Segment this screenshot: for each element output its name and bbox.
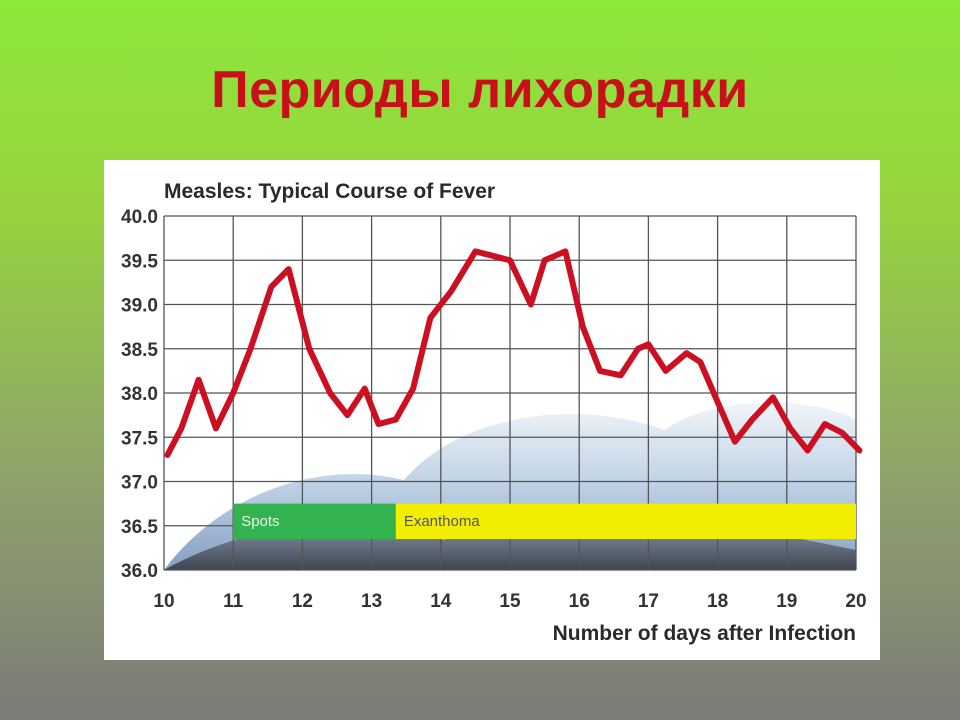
x-tick-label: 11 [223,591,244,612]
phase-band [233,503,396,540]
x-tick-label: 18 [707,591,728,612]
data-point [856,447,863,454]
phase-band [395,503,856,540]
y-tick-label: 37.5 [121,428,158,449]
y-tick-label: 39.5 [121,251,158,272]
slide-title: Периоды лихорадки [211,61,749,119]
data-point [618,372,624,378]
chart-title: Measles: Typical Course of Fever [164,180,495,203]
fever-series [164,248,863,458]
y-tick-label: 38.0 [121,384,158,405]
x-tick-label: 12 [292,591,313,612]
x-axis-label: Number of days after Infection [553,622,856,645]
data-point [448,288,454,294]
data-point [427,315,434,321]
data-point [542,257,548,263]
data-point [528,301,534,308]
data-point [804,447,811,454]
data-point [213,425,219,431]
x-tick-label: 10 [153,591,174,612]
phase-bands: Spots Exanthoma [233,503,856,540]
data-point [635,346,641,352]
data-point [490,253,496,259]
data-point [285,266,292,272]
fever-line [164,248,863,458]
phase-band-label: Exanthoma [404,513,481,530]
x-tick-label: 15 [499,591,521,612]
data-point [230,390,236,396]
y-tick-label: 37.0 [121,473,158,494]
data-point [732,439,738,445]
y-tick-label: 39.0 [121,296,158,317]
data-point [787,425,793,431]
data-point [196,377,202,383]
data-point [178,425,184,431]
data-point [645,341,652,347]
data-point [327,390,333,396]
phase-band-label: Spots [241,513,279,530]
data-point [697,359,703,365]
y-tick-label: 36.0 [121,561,158,582]
data-point [472,248,478,254]
data-point [393,416,399,423]
data-point [410,385,416,392]
x-tick-label: 16 [569,591,590,612]
data-point [597,368,603,374]
data-point [375,421,382,427]
data-point [663,368,669,374]
x-tick-label: 20 [845,591,866,612]
data-point [715,399,721,405]
y-tick-label: 38.5 [121,340,158,361]
y-tick-label: 40.0 [121,207,158,228]
x-axis-ticks: 10 11 12 13 14 15 16 17 18 19 20 [153,591,866,612]
data-point [362,385,368,392]
data-point [839,430,845,436]
y-axis-ticks: 40.0 39.5 39.0 38.5 38.0 37.5 37.0 36.5 36.0 [121,207,158,582]
data-point [770,394,776,401]
data-point [683,350,690,356]
x-tick-label: 13 [361,591,382,612]
data-point [507,257,513,263]
x-tick-label: 14 [430,591,452,612]
data-point [749,416,755,423]
y-tick-label: 36.5 [121,517,158,538]
chart-panel: Spots Exanthoma 40.0 39.5 39.0 38.5 38.0 37.5 3… [104,160,880,660]
data-point [562,248,568,254]
data-point [164,452,171,458]
data-point [306,346,312,352]
data-point [580,324,586,330]
x-tick-label: 19 [776,591,797,612]
data-point [247,346,254,352]
fever-chart: Spots Exanthoma 40.0 39.5 39.0 38.5 38.0 37.5 3… [121,180,867,645]
data-point [268,284,274,290]
x-tick-label: 17 [638,591,659,612]
data-point [822,421,828,427]
data-point [344,412,350,418]
